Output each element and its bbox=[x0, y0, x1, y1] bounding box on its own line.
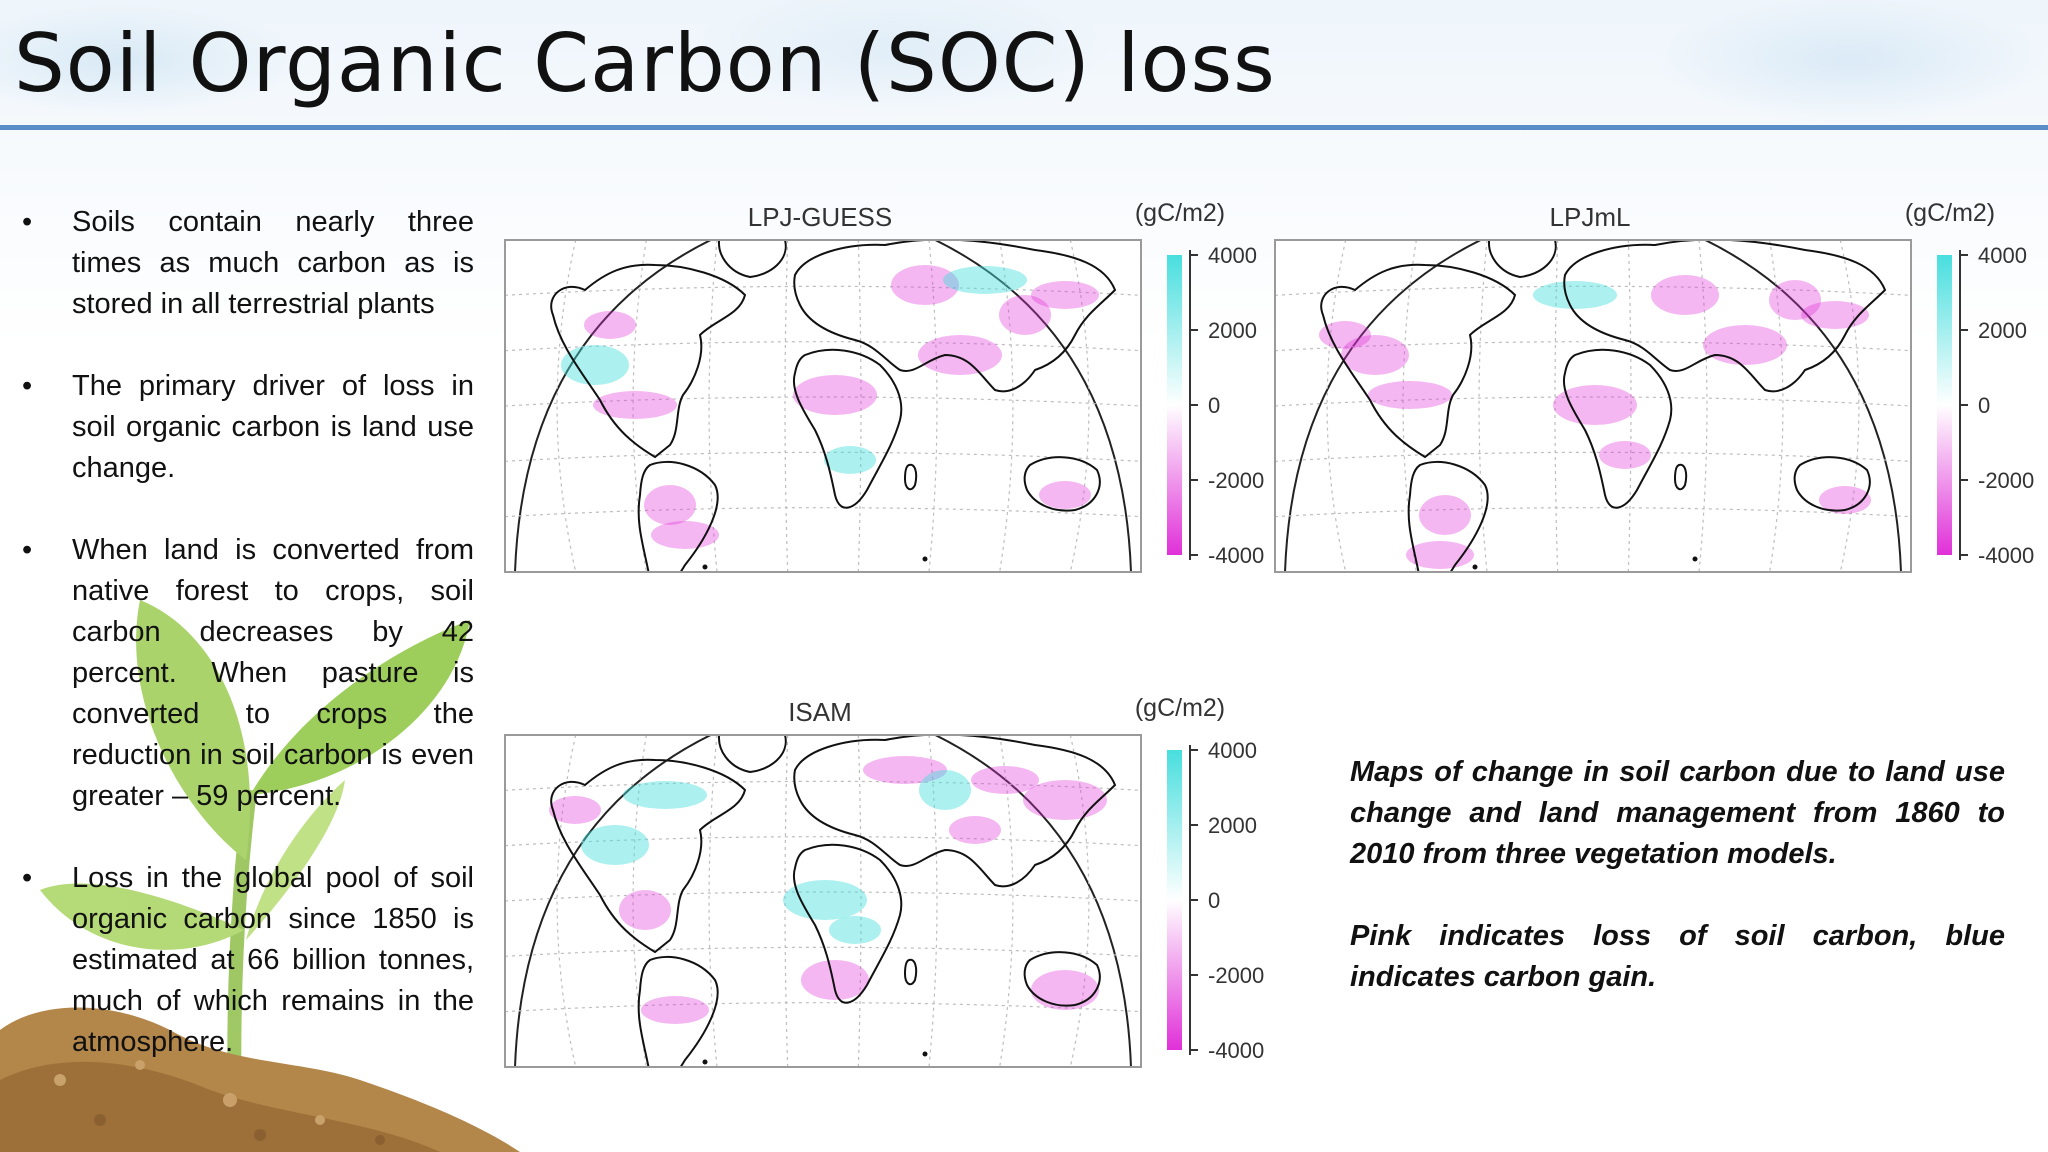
map-model-label: LPJ-GUESS bbox=[748, 202, 893, 232]
colorbar-tick-label: -2000 bbox=[1208, 468, 1264, 493]
title-underline bbox=[0, 125, 2048, 130]
colorbar-unit-label: (gC/m2) bbox=[1905, 199, 1995, 227]
caption-legend-explanation: Pink indicates loss of soil carbon, blue… bbox=[1350, 920, 2005, 993]
colorbar-tick-label: -2000 bbox=[1208, 963, 1264, 988]
colorbar-tick-label: 4000 bbox=[1208, 243, 1257, 268]
figure-caption: Maps of change in soil carbon due to lan… bbox=[1350, 752, 2005, 1039]
colorbar-unit-label: (gC/m2) bbox=[1135, 694, 1225, 722]
colorbar-tick-label: 2000 bbox=[1978, 318, 2027, 343]
colorbar bbox=[1167, 750, 1182, 1050]
map-model-label: LPJmL bbox=[1550, 202, 1631, 232]
bullet-list: Soils contain nearly three times as much… bbox=[22, 202, 474, 1104]
world-map bbox=[1275, 240, 1911, 572]
map-panel-isam: ISAM (gC/m2) 4000 2000 0 -2000 -4000 bbox=[504, 690, 1265, 1090]
colorbar-tick-label: 0 bbox=[1978, 393, 1990, 418]
bullet-item: Loss in the global pool of soil organic … bbox=[22, 858, 474, 1063]
colorbar bbox=[1937, 255, 1952, 555]
bullet-item: When land is converted from native fores… bbox=[22, 530, 474, 817]
map-panel-lpjml: LPJmL (gC/m2) 4000 2000 0 -2000 -4000 bbox=[1274, 195, 2035, 595]
colorbar-tick-label: -4000 bbox=[1208, 1038, 1264, 1063]
colorbar-unit-label: (gC/m2) bbox=[1135, 199, 1225, 227]
bullet-item: The primary driver of loss in soil organ… bbox=[22, 366, 474, 489]
colorbar-tick-label: 4000 bbox=[1208, 738, 1257, 763]
colorbar-tick-label: 2000 bbox=[1208, 318, 1257, 343]
soil-carbon-map: LPJ-GUESS (gC/m2) 4000 2000 0 -2000 -4000 bbox=[504, 199, 1264, 573]
soil-carbon-map: LPJmL (gC/m2) 4000 2000 0 -2000 -4000 bbox=[1274, 199, 2034, 573]
colorbar-tick-label: -4000 bbox=[1208, 543, 1264, 568]
colorbar-tick-label: 4000 bbox=[1978, 243, 2027, 268]
colorbar bbox=[1167, 255, 1182, 555]
world-map bbox=[505, 735, 1141, 1067]
map-panel-lpj-guess: LPJ-GUESS (gC/m2) 4000 2000 0 -2000 -4000 bbox=[504, 195, 1265, 595]
colorbar-tick-label: -2000 bbox=[1978, 468, 2034, 493]
page-title: Soil Organic Carbon (SOC) loss bbox=[14, 17, 1276, 110]
colorbar-tick-label: -4000 bbox=[1978, 543, 2034, 568]
bullet-item: Soils contain nearly three times as much… bbox=[22, 202, 474, 325]
sky-background bbox=[0, 0, 2048, 160]
map-model-label: ISAM bbox=[788, 697, 852, 727]
colorbar-tick-label: 0 bbox=[1208, 888, 1220, 913]
colorbar-tick-label: 2000 bbox=[1208, 813, 1257, 838]
soil-carbon-map: ISAM (gC/m2) 4000 2000 0 -2000 -4000 bbox=[504, 694, 1264, 1068]
caption-description: Maps of change in soil carbon due to lan… bbox=[1350, 756, 2005, 870]
world-map bbox=[505, 240, 1141, 572]
colorbar-tick-label: 0 bbox=[1208, 393, 1220, 418]
